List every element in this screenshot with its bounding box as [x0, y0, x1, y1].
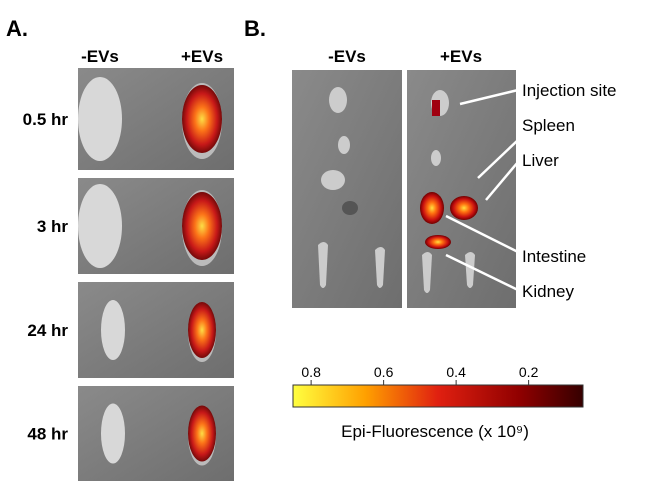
- organ-label: Injection site: [522, 81, 617, 100]
- column-header: +EVs: [440, 47, 482, 66]
- mouse: [78, 77, 122, 161]
- tick-label: 0.2: [519, 364, 539, 380]
- signal: [182, 192, 222, 260]
- row-label: 24 hr: [27, 321, 68, 340]
- row-label: 3 hr: [37, 217, 69, 236]
- arrows: [445, 88, 519, 292]
- signal: [188, 302, 216, 358]
- organ-label: Spleen: [522, 116, 575, 135]
- organ-label: Intestine: [522, 247, 586, 266]
- organ-images: [292, 70, 519, 308]
- tick-label: 0.8: [301, 364, 321, 380]
- tick-label: 0.4: [446, 364, 466, 380]
- organ-label: Kidney: [522, 282, 574, 301]
- panel-label: B.: [244, 16, 266, 41]
- column-header: -EVs: [328, 47, 366, 66]
- panel-label: A.: [6, 16, 28, 41]
- colorbar-label: Epi-Fluorescence (x 10⁹): [341, 422, 529, 441]
- mouse-images: [78, 68, 234, 481]
- signal: [182, 85, 222, 153]
- signal: [188, 405, 216, 462]
- row-label: 48 hr: [27, 425, 68, 444]
- organ-label: Liver: [522, 151, 559, 170]
- tick-label: 0.6: [374, 364, 394, 380]
- column-header: -EVs: [81, 47, 119, 66]
- image-panel: [292, 70, 402, 308]
- row-label: 0.5 hr: [23, 110, 69, 129]
- mouse: [101, 300, 125, 360]
- colorbar: [292, 384, 584, 408]
- column-header: +EVs: [181, 47, 223, 66]
- mouse: [78, 184, 122, 268]
- organ-shapes: [318, 87, 475, 293]
- mouse: [101, 403, 125, 464]
